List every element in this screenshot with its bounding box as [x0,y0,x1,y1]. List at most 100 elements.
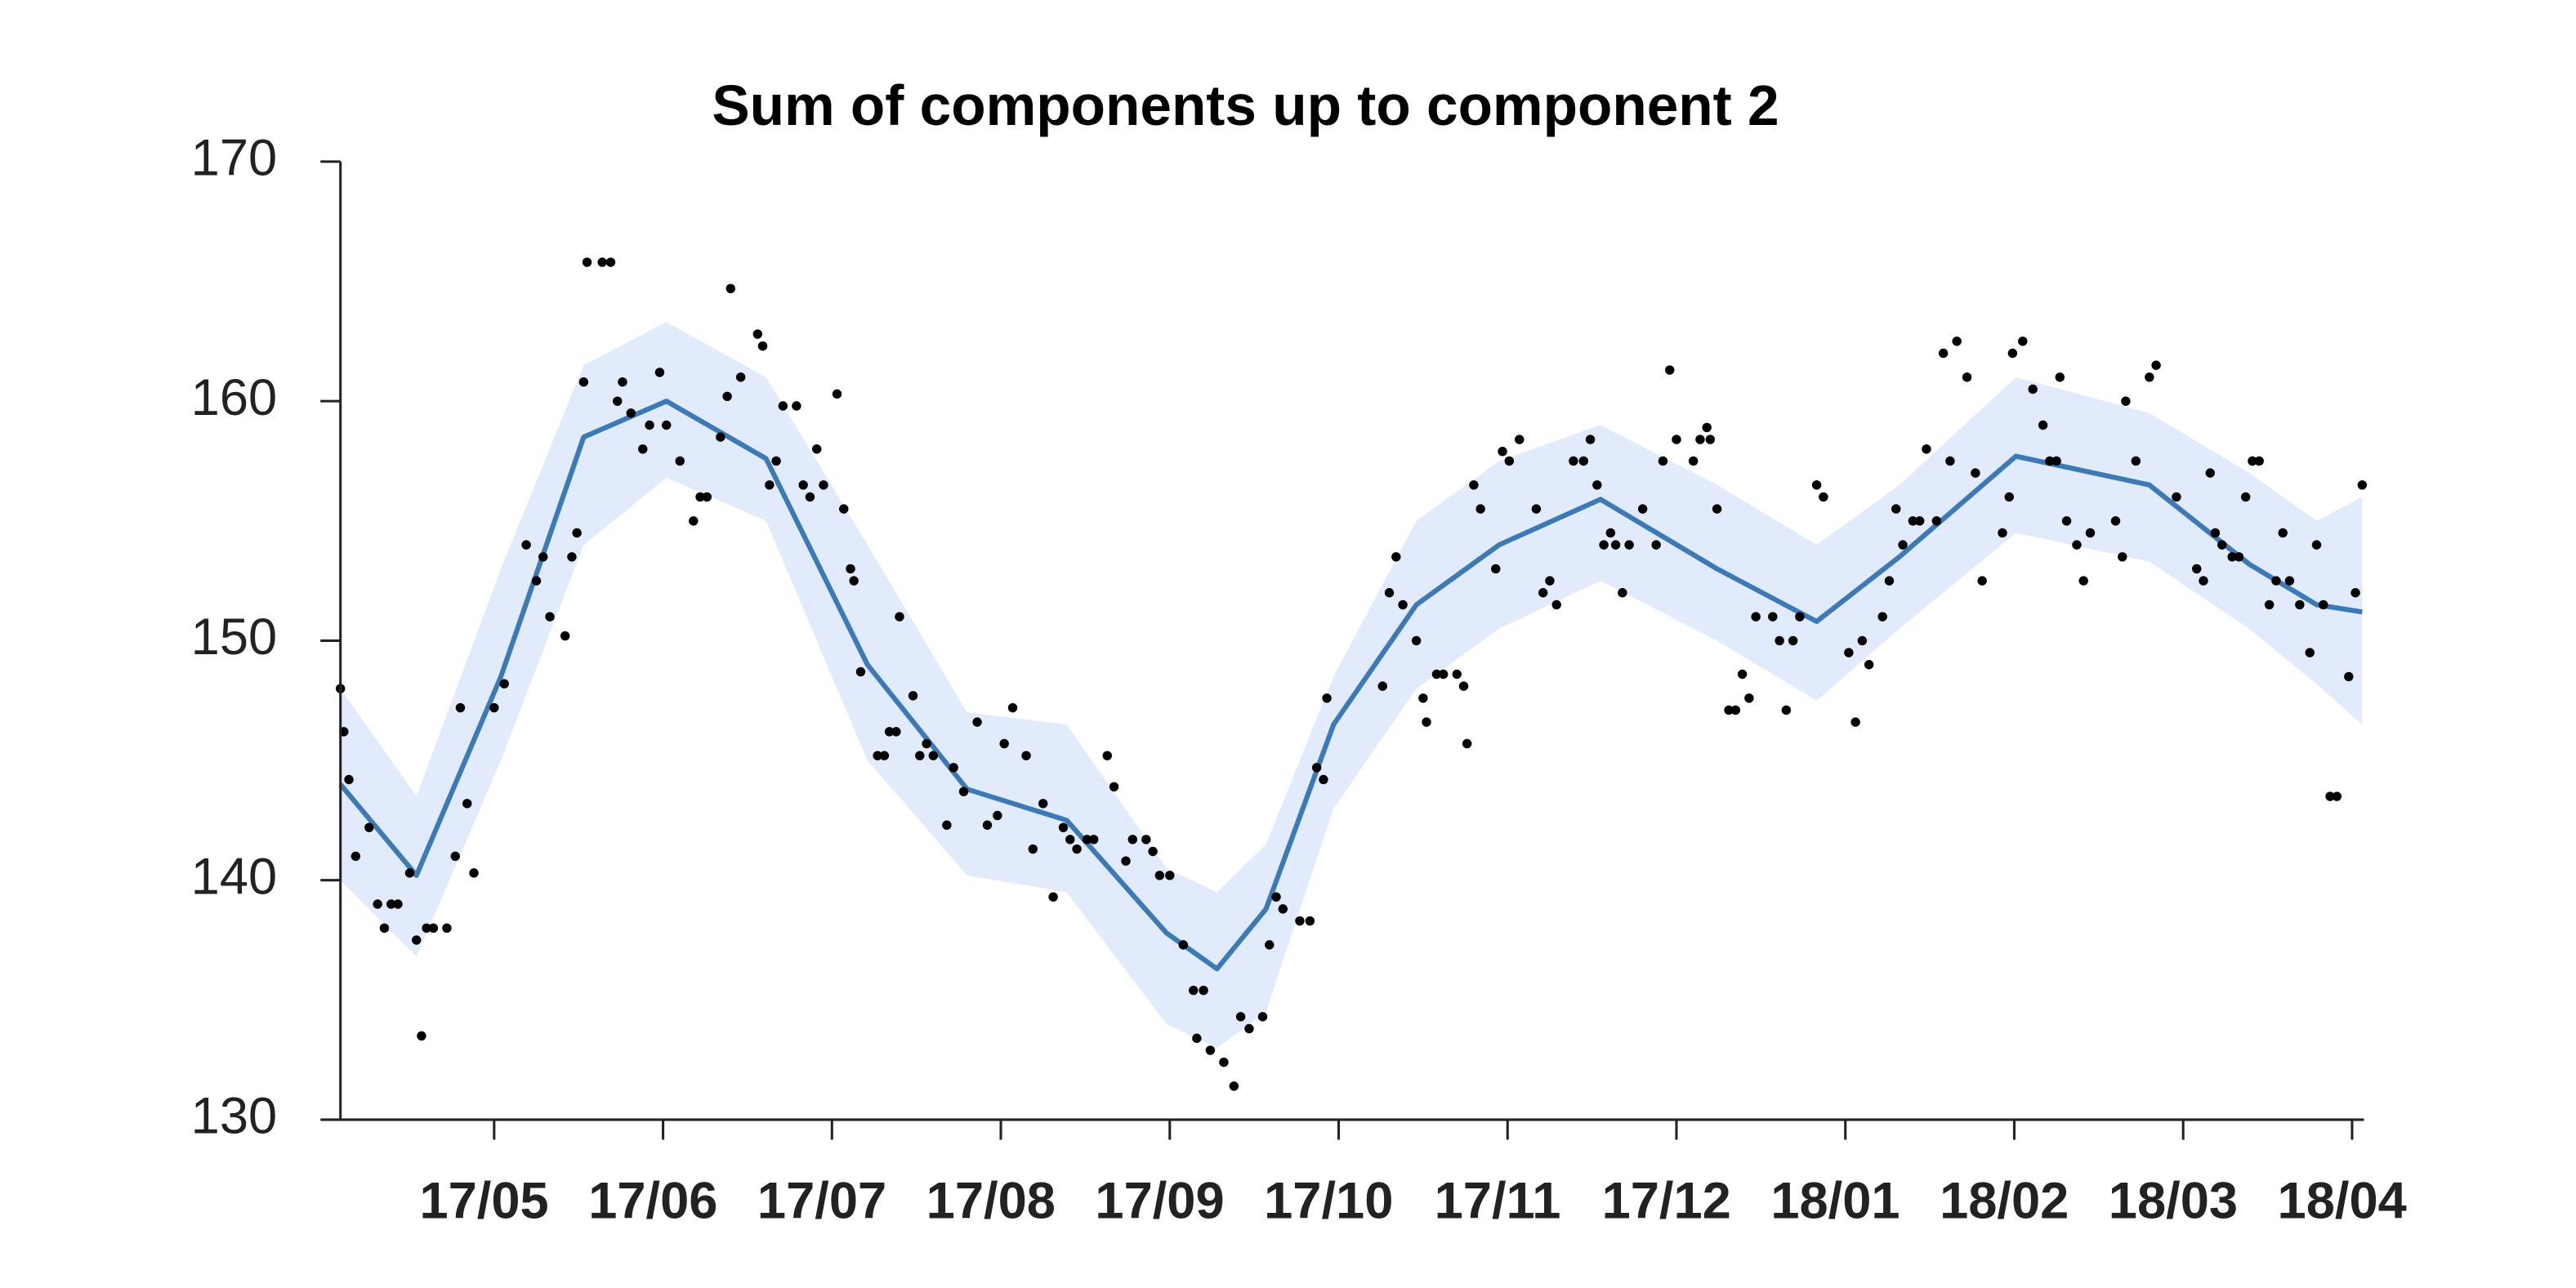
data-point [417,1031,426,1041]
data-point [1744,693,1754,703]
data-point [1048,892,1058,902]
data-point [2210,528,2221,538]
data-point [1219,1057,1229,1067]
data-point [765,480,775,490]
data-point [2271,576,2281,586]
y-tick-label: 160 [191,369,278,426]
y-tick-label: 130 [191,1088,278,1145]
data-point [661,420,672,430]
data-point [1257,1012,1268,1022]
data-point [1610,540,1621,550]
x-tick-label: 18/04 [2278,1172,2407,1229]
data-point [1295,916,1305,926]
data-point [597,257,607,267]
data-point [1578,456,1588,466]
data-point [1431,669,1442,680]
data-point [489,702,499,713]
data-point [958,787,969,796]
data-point [1724,705,1734,715]
data-point [1664,365,1675,375]
data-point [2319,599,2328,610]
data-point [1391,552,1401,562]
data-point [1514,435,1525,444]
data-point [891,727,901,737]
data-point [1178,940,1189,950]
data-point [344,774,354,785]
data-point [1898,540,1908,550]
data-point [2357,480,2368,490]
data-point [1065,835,1075,845]
data-point [1851,717,1860,727]
data-point [2131,456,2141,466]
data-point [771,456,781,466]
data-point [2172,492,2181,502]
data-point [578,377,589,387]
data-point [654,368,665,377]
data-point [422,923,431,934]
mean-line [338,399,2363,972]
data-point [972,717,982,727]
data-point [752,329,763,339]
data-point [993,810,1002,821]
data-point [675,456,685,466]
data-point [1109,782,1119,792]
data-point [2264,599,2275,610]
data-point [2007,348,2018,359]
data-point [1952,336,1962,346]
data-point [2205,468,2215,478]
chart-title: Sum of components up to component 2 [712,74,1779,137]
data-point [778,401,788,411]
data-point [1569,456,1578,466]
data-point [1038,799,1048,809]
data-point [572,528,582,538]
data-point [1998,528,2007,538]
data-point [2145,372,2154,382]
data-point [521,540,531,550]
data-point [428,923,439,934]
data-point [1768,612,1778,622]
data-point [1781,705,1792,715]
data-point [1148,846,1158,857]
data-point [915,751,925,760]
data-point [1585,435,1596,444]
data-point [695,492,705,502]
data-point [1977,576,1987,586]
data-point [849,576,859,586]
data-point [725,283,735,294]
data-point [2284,576,2295,586]
data-point [1672,435,1681,444]
data-point [1102,751,1112,760]
data-point [805,492,815,502]
data-point [2344,671,2354,682]
data-point [1938,348,1949,359]
data-point [839,504,849,514]
data-point [2192,564,2202,574]
data-point [1844,648,1854,657]
data-point [922,738,931,749]
data-point [2004,492,2014,502]
data-point [1751,612,1761,622]
data-point [1244,1023,1254,1034]
data-point [1498,447,1507,457]
data-point [1891,504,1901,514]
data-point [545,612,555,622]
data-point [1637,504,1648,514]
data-point [2151,360,2161,370]
data-point [2278,528,2288,538]
data-point [1551,599,1561,610]
data-point [2311,540,2322,550]
data-point [908,691,918,701]
data-point [1072,844,1082,854]
y-tick-label: 170 [191,130,278,187]
data-point [1458,681,1469,691]
data-point [531,576,542,586]
data-point [1819,492,1828,502]
data-point [1235,1012,1246,1022]
data-point [350,851,361,862]
data-point [1199,985,1208,996]
data-point [2325,791,2335,801]
data-point [1462,738,1472,749]
data-point [1811,480,1822,490]
data-point [1688,456,1699,466]
